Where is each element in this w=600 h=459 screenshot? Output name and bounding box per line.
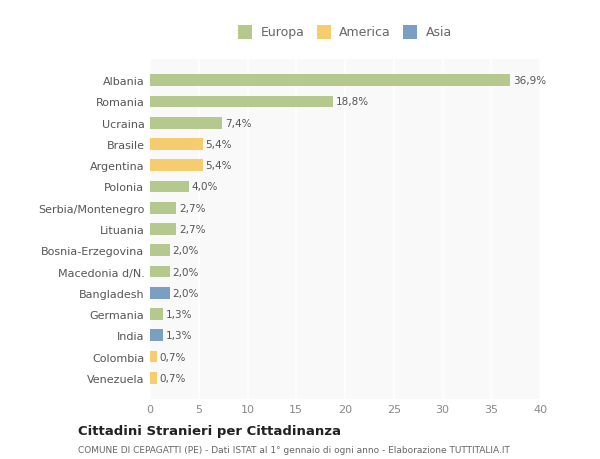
Bar xyxy=(150,139,203,151)
Text: 18,8%: 18,8% xyxy=(336,97,370,107)
Bar xyxy=(150,118,222,129)
Text: COMUNE DI CEPAGATTI (PE) - Dati ISTAT al 1° gennaio di ogni anno - Elaborazione : COMUNE DI CEPAGATTI (PE) - Dati ISTAT al… xyxy=(78,445,510,454)
Text: 2,7%: 2,7% xyxy=(179,224,206,235)
Text: 2,0%: 2,0% xyxy=(172,267,199,277)
Bar xyxy=(150,181,189,193)
Text: 0,7%: 0,7% xyxy=(160,352,186,362)
Text: 36,9%: 36,9% xyxy=(512,76,546,86)
Text: 0,7%: 0,7% xyxy=(160,373,186,383)
Bar xyxy=(150,96,334,108)
Text: 2,7%: 2,7% xyxy=(179,203,206,213)
Bar xyxy=(150,266,170,278)
Bar xyxy=(150,372,157,384)
Bar xyxy=(150,287,170,299)
Text: 2,0%: 2,0% xyxy=(172,288,199,298)
Bar xyxy=(150,202,176,214)
Text: 1,3%: 1,3% xyxy=(166,330,192,341)
Text: 2,0%: 2,0% xyxy=(172,246,199,256)
Bar xyxy=(150,75,510,87)
Bar xyxy=(150,224,176,235)
Text: 5,4%: 5,4% xyxy=(206,161,232,171)
Bar xyxy=(150,160,203,172)
Bar xyxy=(150,308,163,320)
Text: Cittadini Stranieri per Cittadinanza: Cittadini Stranieri per Cittadinanza xyxy=(78,424,341,437)
Legend: Europa, America, Asia: Europa, America, Asia xyxy=(234,22,456,42)
Text: 4,0%: 4,0% xyxy=(192,182,218,192)
Text: 1,3%: 1,3% xyxy=(166,309,192,319)
Bar xyxy=(150,245,170,257)
Bar xyxy=(150,351,157,363)
Text: 7,4%: 7,4% xyxy=(225,118,251,129)
Text: 5,4%: 5,4% xyxy=(206,140,232,150)
Bar xyxy=(150,330,163,341)
